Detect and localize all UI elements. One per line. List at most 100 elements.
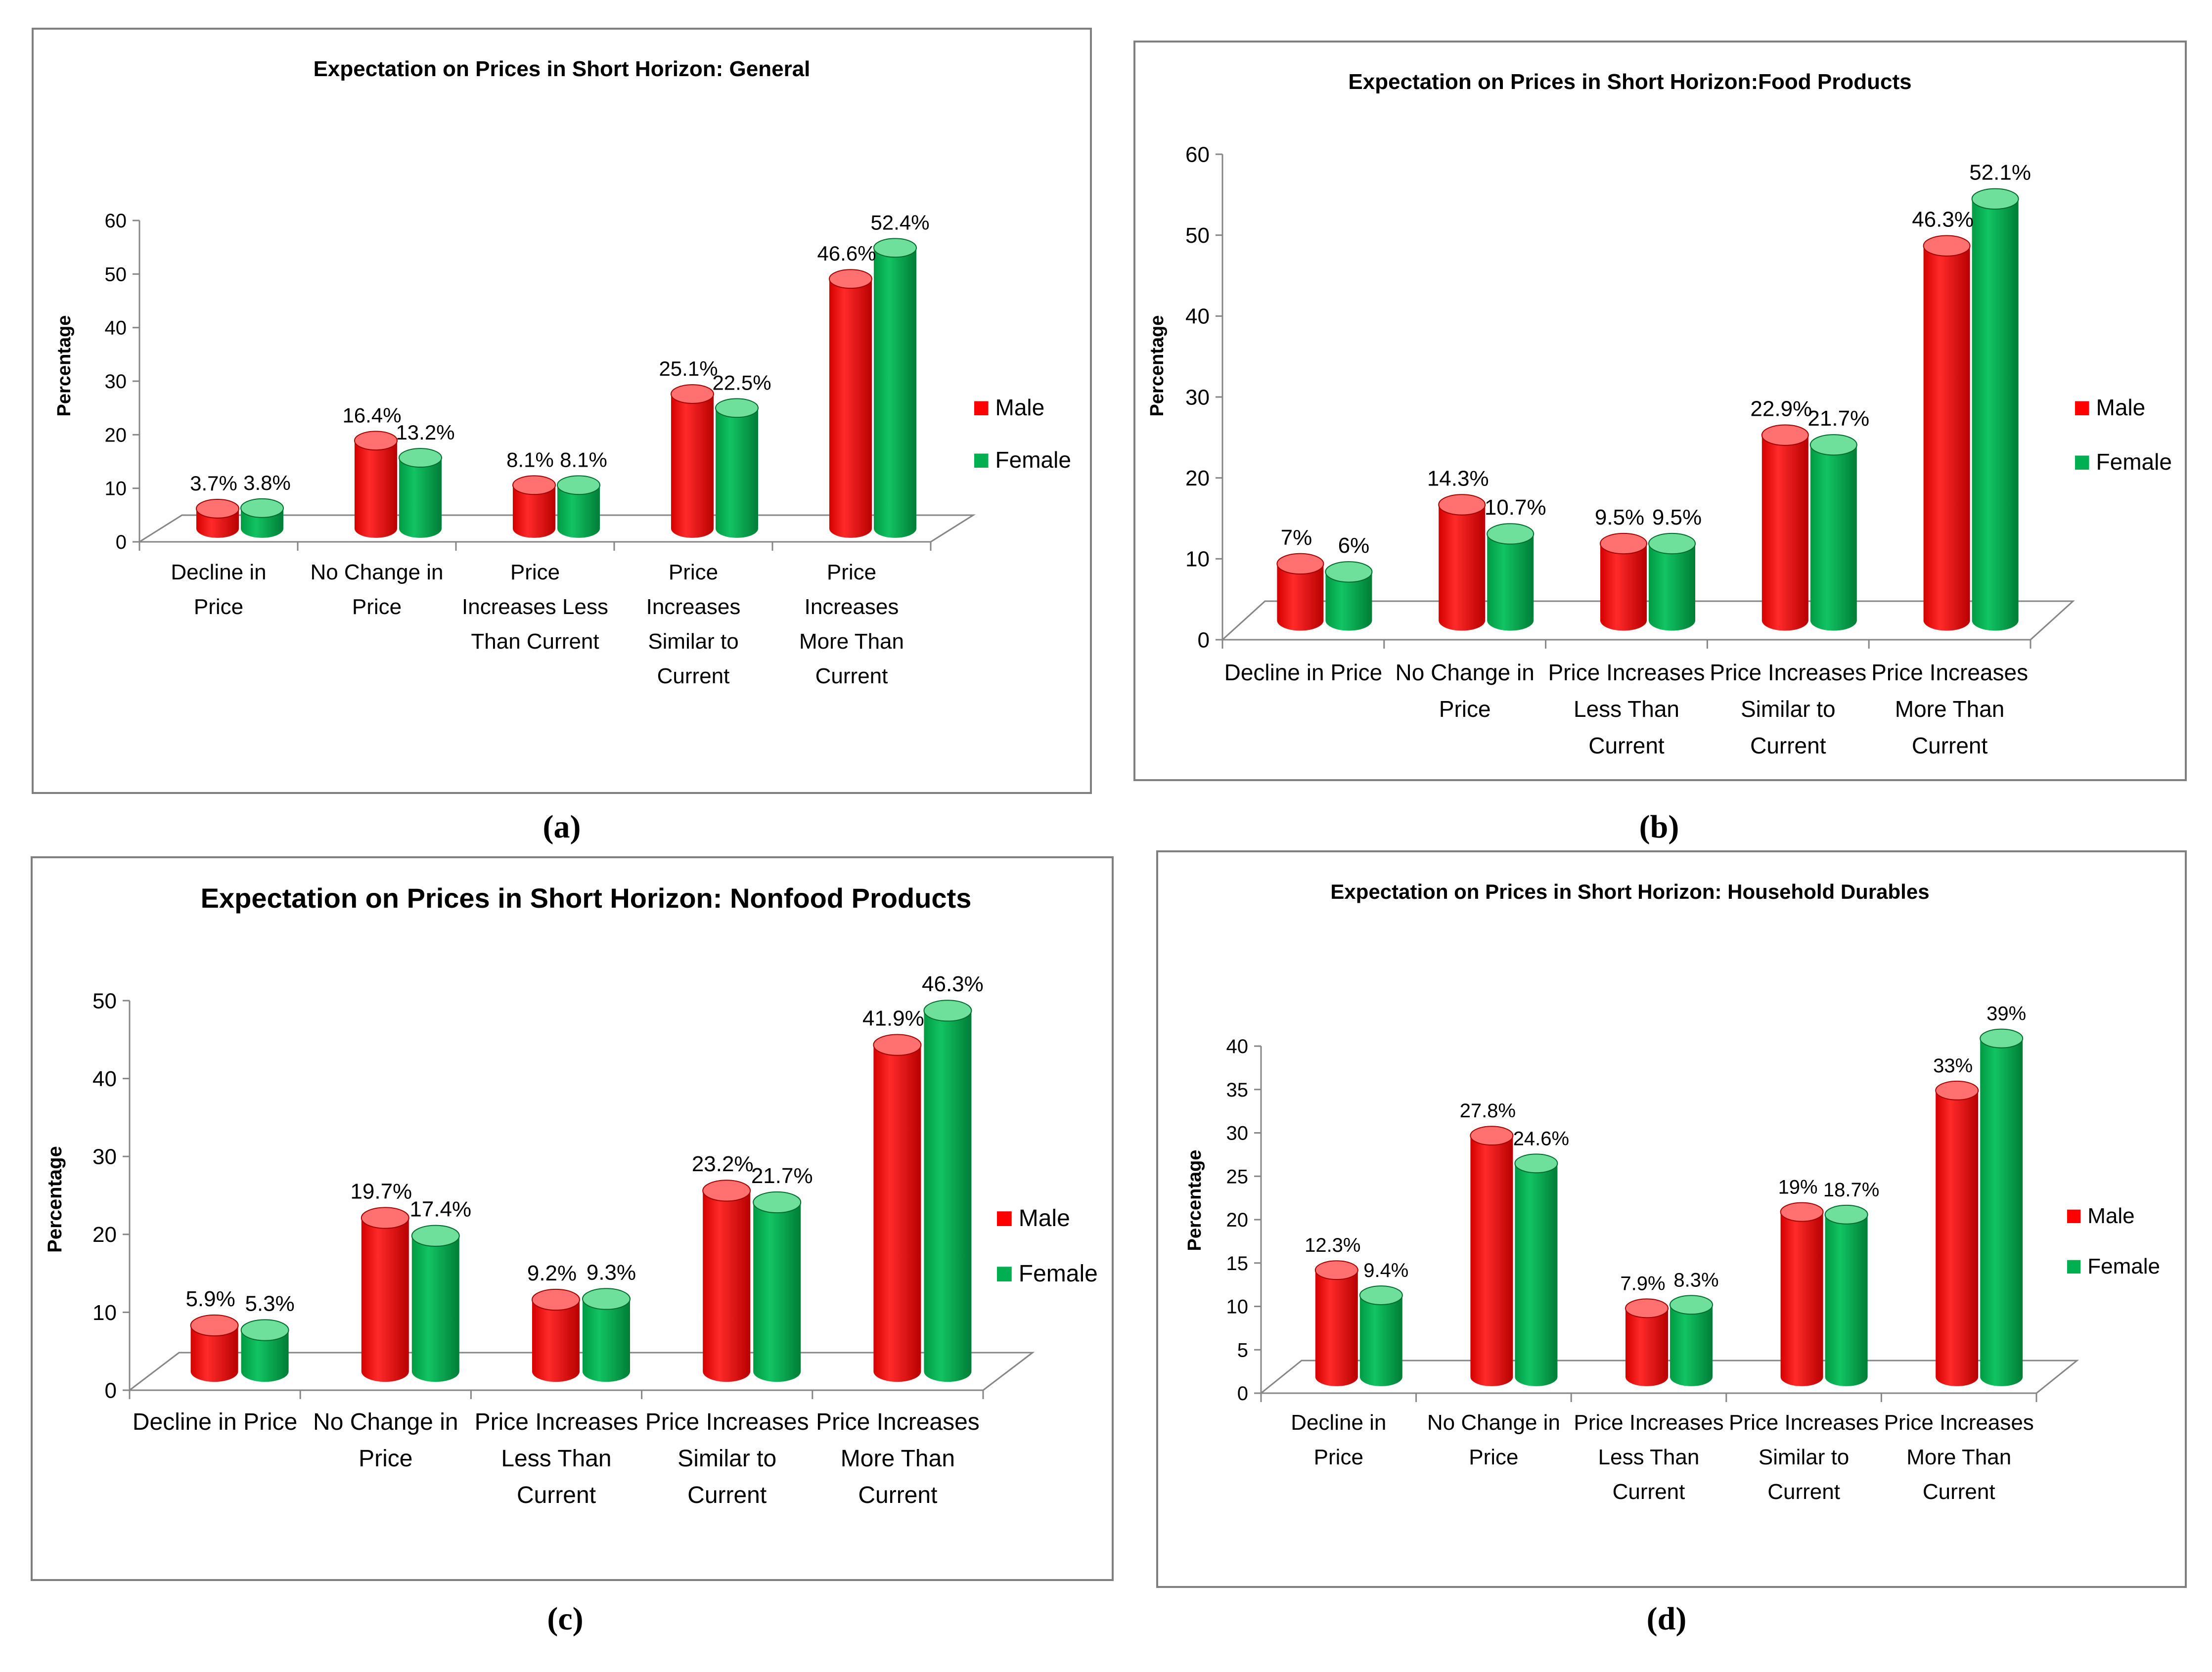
bar-female-top: [1809, 434, 1857, 456]
bar-female-body: [1670, 1305, 1713, 1386]
panel-c-title: Expectation on Prices in Short Horizon: …: [201, 882, 972, 914]
y-tick-label: 10: [105, 478, 127, 500]
y-tick-label: 0: [1237, 1383, 1248, 1405]
bar-female: [923, 1000, 972, 1382]
data-label-female: 22.5%: [712, 371, 771, 394]
x-category-label: Price Increases Less Than Current: [475, 1409, 638, 1508]
data-label-male: 9.2%: [527, 1261, 577, 1285]
y-axis-title: Percentage: [54, 315, 75, 417]
y-tick-label: 15: [1226, 1253, 1249, 1275]
legend-male-label: Male: [1019, 1205, 1070, 1232]
data-label-female: 46.3%: [922, 972, 984, 996]
bar-male: [190, 1314, 239, 1382]
bar-female-top: [582, 1288, 631, 1310]
y-tick-label: 10: [92, 1301, 117, 1325]
y-tick-label: 50: [92, 989, 117, 1013]
bar-male-body: [361, 1218, 409, 1382]
y-tick-label: 40: [1185, 305, 1210, 329]
bar-male: [512, 475, 556, 538]
legend-female-label: Female: [2096, 449, 2172, 475]
bar-male-body: [513, 485, 555, 538]
data-label-female: 5.3%: [245, 1291, 294, 1316]
bar-female-body: [1825, 1214, 1868, 1386]
x-category-label: Decline in Price: [171, 560, 266, 619]
bar-male-top: [1314, 1260, 1358, 1280]
data-label-female: 8.1%: [560, 448, 607, 471]
bar-female-body: [716, 408, 758, 538]
x-category-label: No Change in Price: [1396, 660, 1535, 722]
x-category-label: No Change in Price: [310, 560, 443, 619]
bar-male-body: [1600, 543, 1647, 631]
x-category-label-line: Price Increases: [1729, 1410, 1879, 1435]
bar-male: [1625, 1298, 1669, 1386]
panel-b-caption: (b): [1639, 809, 1679, 845]
bar-male: [1761, 424, 1809, 631]
legend-male-swatch: [974, 401, 989, 415]
data-label-male: 46.3%: [1912, 208, 1974, 232]
x-category-label-line: Price: [359, 1446, 412, 1472]
x-category-label: No Change in Price: [1427, 1410, 1560, 1469]
bar-female-top: [1487, 523, 1535, 545]
x-category-label-line: Price: [352, 595, 402, 619]
data-label-male: 19.7%: [350, 1179, 412, 1203]
data-label-male: 23.2%: [692, 1152, 754, 1176]
bar-female-body: [1972, 199, 2019, 631]
bar-female: [399, 448, 442, 538]
y-tick-label: 25: [1226, 1166, 1249, 1188]
panel-a-frame: [32, 28, 1092, 794]
bar-female: [873, 238, 917, 538]
x-category-label-line: Current: [1912, 733, 1988, 758]
x-category-label: Decline in Price: [1291, 1410, 1386, 1469]
legend-male-label: Male: [2096, 395, 2146, 420]
legend-male-label: Male: [2087, 1204, 2134, 1228]
x-category-label-line: Price Increases: [816, 1409, 980, 1435]
bar-male-body: [671, 394, 714, 538]
bar-female-body: [874, 248, 916, 538]
data-label-male: 9.5%: [1595, 505, 1644, 529]
legend-female-label: Female: [2087, 1254, 2160, 1278]
bar-female-body: [753, 1202, 801, 1382]
panel-d-title: Expectation on Prices in Short Horizon: …: [1330, 880, 1929, 903]
bar-female: [715, 398, 759, 538]
bar-male-top: [873, 1034, 922, 1056]
x-category-label-line: More Than: [799, 629, 904, 654]
floor-plane: [127, 1352, 1035, 1391]
bar-male-top: [671, 384, 714, 404]
y-tick-label: 10: [1185, 547, 1210, 572]
panel-b-plot: 0 10 20 30 40 50 60 Percentage 7% 6% Decline in Pr…: [1147, 142, 2172, 758]
bar-female-top: [873, 238, 917, 258]
x-category-label-line: Current: [815, 664, 888, 688]
bar-male: [1600, 532, 1647, 631]
x-category-label: Price Increases More Than Current: [1884, 1410, 2034, 1504]
y-tick-label: 30: [92, 1145, 117, 1169]
bar-female: [1809, 434, 1857, 631]
y-axis-title: Percentage: [1147, 315, 1168, 417]
bar-female-top: [753, 1191, 802, 1214]
bar-male-top: [829, 269, 872, 289]
y-tick-label: 40: [105, 317, 127, 339]
bar-male-body: [1761, 435, 1808, 631]
data-label-female: 39%: [1986, 1003, 2026, 1025]
y-tick-label: 0: [116, 531, 127, 553]
data-label-female: 52.1%: [1969, 161, 2031, 185]
x-category-label-line: Price Increases: [645, 1409, 809, 1435]
y-tick-label: 30: [105, 371, 127, 393]
bar-male-top: [1923, 235, 1971, 257]
panel-d-plot: 0 5 10 15 20 25 30 35 40 Percentage 12.3%9.4% Decli…: [1184, 1003, 2160, 1504]
y-tick-label: 35: [1226, 1079, 1249, 1101]
bar-female: [1325, 561, 1373, 631]
x-category-label-line: Price: [1469, 1445, 1518, 1469]
bar-female: [411, 1225, 460, 1382]
x-category-label-line: Less Than: [1598, 1445, 1700, 1469]
y-tick-label: 10: [1226, 1296, 1249, 1318]
legend-female-swatch: [2067, 1260, 2081, 1274]
bar-female: [1648, 532, 1696, 631]
y-tick-label: 60: [1185, 142, 1210, 167]
bar-female-top: [399, 448, 442, 468]
x-category-label: Price Increases Less Than Current: [1548, 660, 1705, 758]
bar-male-body: [355, 440, 397, 538]
data-label-male: 27.8%: [1460, 1100, 1516, 1122]
data-label-female: 9.5%: [1652, 505, 1702, 529]
panel-d-frame: [1156, 850, 2187, 1588]
bar-female-body: [1810, 444, 1857, 631]
